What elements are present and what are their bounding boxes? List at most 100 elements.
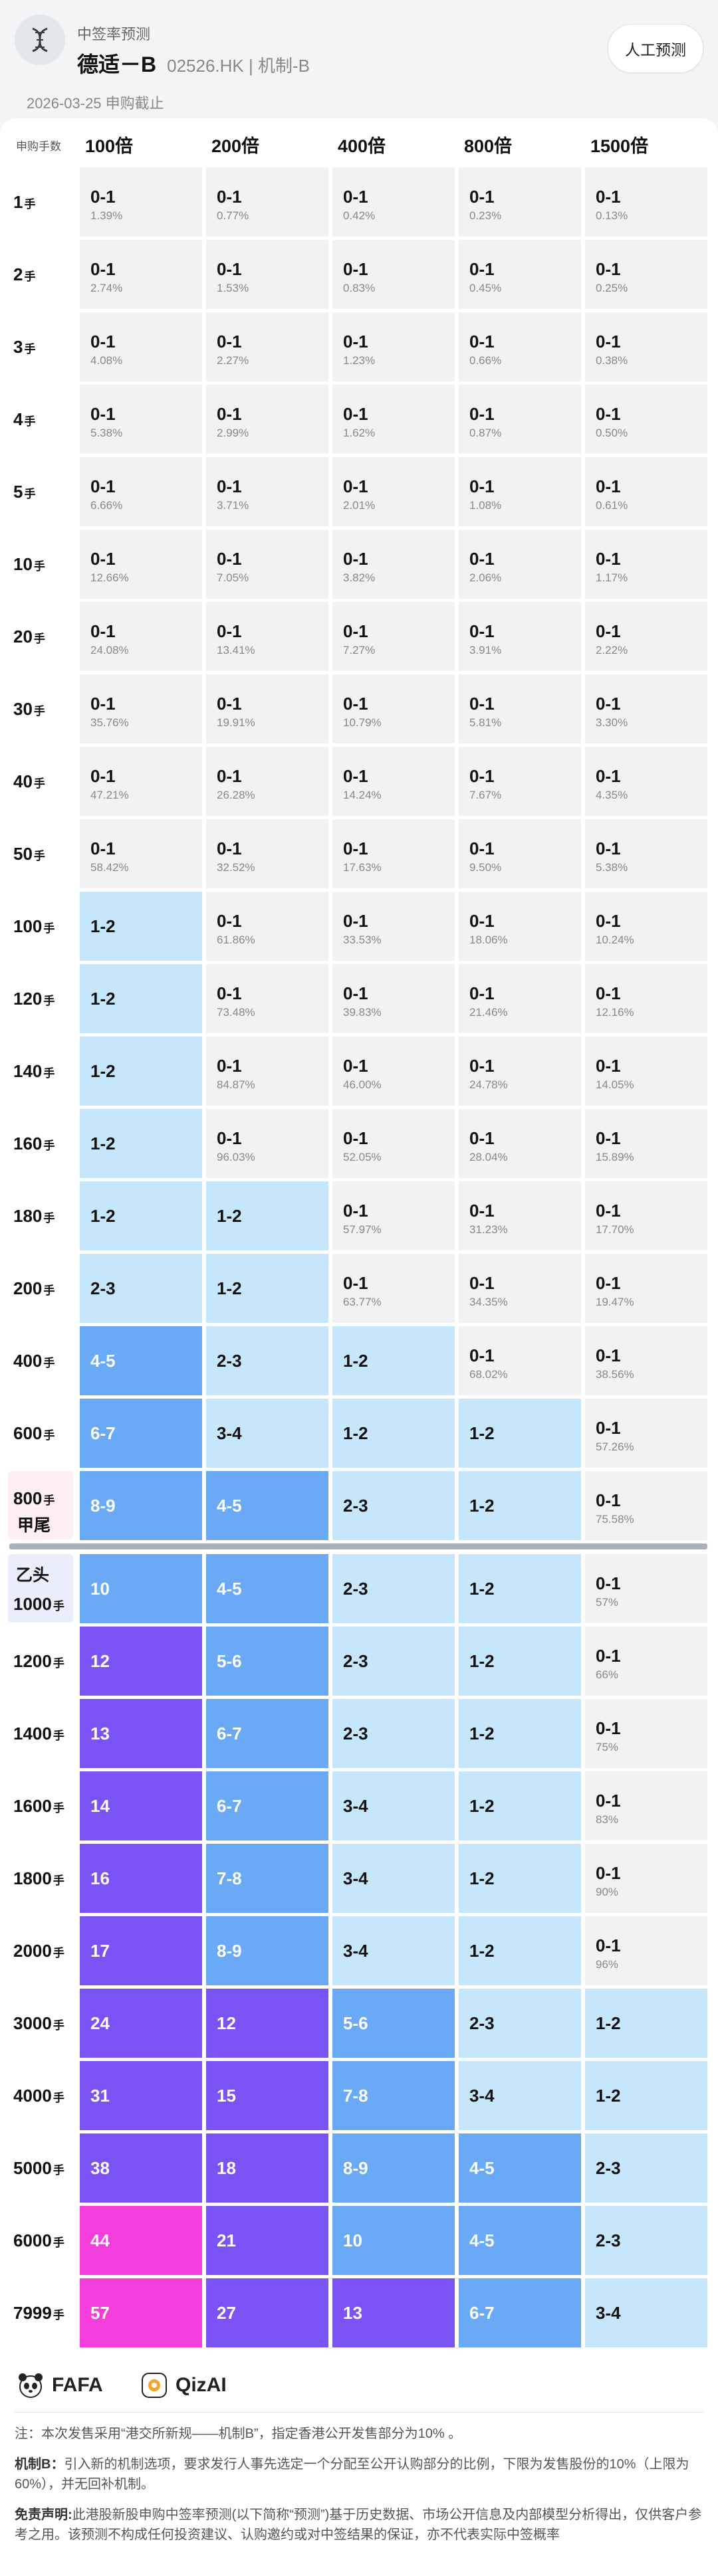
lots-unit: 手 [33,632,45,645]
lots-unit: 手 [33,559,45,573]
odds-cell: 18 [206,2133,328,2203]
lots-range: 0-1 [469,1056,495,1076]
odds-cell: 0-1 19.91% [206,674,328,743]
lots-range: 0-1 [343,332,368,351]
odds-cell: 0-1 0.42% [332,167,455,237]
lots-number: 200 [13,1278,43,1298]
row-lots-label: 400 手 [13,1351,55,1371]
lots-range: 5-6 [343,2013,368,2033]
win-probability: 2.06% [469,571,502,584]
odds-cell: 1-2 [332,1399,455,1468]
odds-cell: 13 [80,1699,202,1768]
stock-name: 德适－B [77,52,157,76]
table-row: 140 手 1-2 0-1 84.87% 0-1 46.00% 0-1 24.78% 0-1 14.… [0,1035,718,1108]
odds-cell: 57 [80,2278,202,2347]
row-lots-label: 6000 手 [13,2230,64,2251]
win-probability: 35.76% [90,716,129,729]
lots-number: 160 [13,1133,43,1153]
manual-predict-button[interactable]: 人工预测 [608,24,703,73]
lots-range: 0-1 [343,766,368,786]
win-probability: 17.70% [596,1223,634,1236]
lots-number: 7999 [13,2302,52,2323]
lots-range: 0-1 [596,621,621,641]
lots-range: 1-2 [596,2086,621,2106]
lots-range: 0-1 [596,694,621,714]
lots-range: 0-1 [217,839,242,858]
lots-range: 0-1 [596,476,621,496]
lots-range: 3-4 [217,1423,242,1443]
odds-cell: 0-1 0.25% [585,240,707,309]
row-lots-label: 800 手 [13,1488,55,1509]
win-probability: 58.42% [90,861,129,874]
row-lots-label: 100 手 [13,916,55,937]
lots-range: 2-3 [343,1496,368,1516]
lots-number: 600 [13,1423,43,1443]
odds-cell: 12 [80,1627,202,1696]
odds-cell: 1-2 [585,1989,707,2058]
disclaimer-label: 免责声明: [15,2508,72,2522]
lots-number: 140 [13,1060,43,1081]
lots-number: 3 [13,336,23,357]
lots-range: 1-2 [469,1579,495,1599]
table-row: 400 手 4-5 2-3 1-2 0-1 68.02% 0-1 38.56% [0,1325,718,1397]
odds-cell: 0-1 3.91% [459,602,581,671]
lots-unit: 手 [24,415,36,428]
odds-cell: 2-3 [332,1471,455,1540]
table-row: 200 手 2-3 1-2 0-1 63.77% 0-1 34.35% 0-1 19.47% [0,1252,718,1325]
odds-cell: 0-1 58.42% [80,819,202,888]
lots-number: 20 [13,626,33,646]
odds-cell: 3-4 [206,1399,328,1468]
lots-range: 0-1 [596,1128,621,1148]
lots-number: 3000 [13,2013,52,2033]
odds-cell: 0-1 68.02% [459,1326,581,1395]
lots-range: 3-4 [343,1796,368,1816]
qizai-logo: QizAI [140,2371,227,2400]
win-probability: 3.91% [469,644,502,656]
lots-range: 0-1 [343,911,368,931]
table-row: 3000 手 24 12 5-6 2-3 1-2 [0,1987,718,2060]
win-probability: 68.02% [469,1368,508,1381]
win-probability: 83% [596,1813,619,1826]
odds-cell: 0-1 17.63% [332,819,455,888]
lots-range: 1-2 [343,1351,368,1371]
page-header: 中签率预测 德适－B 02526.HK | 机制-B 人工预测 2026-03-… [0,0,718,118]
odds-cell: 4-5 [206,1471,328,1540]
odds-cell: 0-1 52.05% [332,1109,455,1178]
odds-cell: 2-3 [332,1554,455,1623]
win-probability: 0.66% [469,354,502,367]
table-row: 120 手 1-2 0-1 73.48% 0-1 39.83% 0-1 21.46% 0-1 12.… [0,963,718,1035]
lots-range: 0-1 [343,983,368,1003]
lots-number: 1000 [13,1594,52,1614]
lots-unit: 手 [43,1356,55,1369]
odds-cell: 0-1 2.01% [332,457,455,526]
odds-cell: 2-3 [332,1699,455,1768]
lots-range: 6-7 [469,2303,495,2323]
lots-range: 21 [217,2230,236,2250]
table-row: 40 手 0-1 47.21% 0-1 26.28% 0-1 14.24% 0-1 7.67% 0-… [0,745,718,818]
odds-cell: 1-2 [459,1471,581,1540]
lots-unit: 手 [24,342,36,355]
head-highlight [8,1554,73,1623]
odds-cell: 2-3 [459,1989,581,2058]
lots-range: 4-5 [469,2230,495,2250]
odds-cell: 0-1 46.00% [332,1037,455,1106]
lots-unit: 手 [43,1429,55,1442]
lots-range: 0-1 [90,549,116,569]
lots-unit: 手 [43,1494,55,1507]
lots-range: 0-1 [90,766,116,786]
odds-cell: 4-5 [206,1554,328,1623]
odds-cell: 13 [332,2278,455,2347]
odds-cell: 0-1 10.79% [332,674,455,743]
odds-cell: 0-1 12.66% [80,530,202,599]
odds-cell: 4-5 [459,2206,581,2275]
table-row: 10 手 0-1 12.66% 0-1 7.05% 0-1 3.82% 0-1 2.06% 0-1 1… [0,528,718,601]
table-row: 100 手 1-2 0-1 61.86% 0-1 33.53% 0-1 18.06% 0-1 10.… [0,890,718,963]
lots-range: 4-5 [217,1496,242,1516]
odds-cell: 0-1 84.87% [206,1037,328,1106]
lots-range: 0-1 [596,1573,621,1593]
win-probability: 26.28% [217,789,255,801]
column-header: 800倍 [464,136,513,156]
lots-number: 2000 [13,1940,52,1961]
table-row: 3 手 0-1 4.08% 0-1 2.27% 0-1 1.23% 0-1 0.66% 0-1 0.3… [0,311,718,383]
